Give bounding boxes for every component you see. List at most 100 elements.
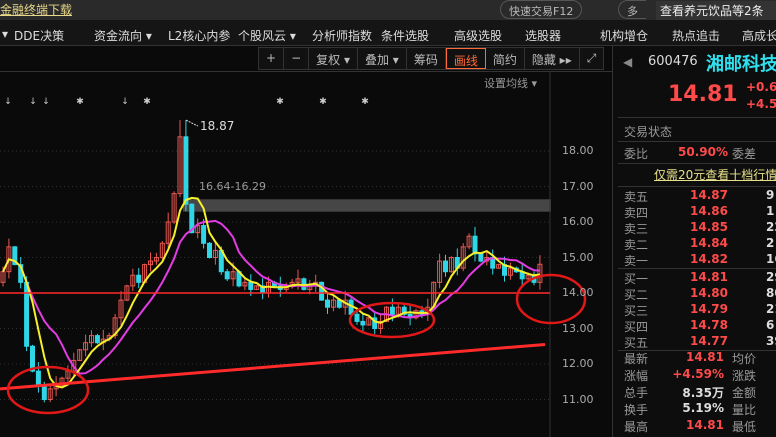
weicha-label: 委差: [732, 147, 757, 161]
expand-icon[interactable]: ⤢: [586, 51, 597, 65]
candle-up: [153, 257, 159, 262]
candle-up: [230, 271, 236, 280]
nav-item[interactable]: ▾: [2, 27, 9, 41]
y-tick-label: 15.00: [562, 250, 594, 264]
long-ma-line: [0, 342, 546, 391]
chips-button[interactable]: 筹码: [407, 48, 446, 69]
candle-up: [118, 299, 124, 319]
y-tick-label: 18.00: [562, 144, 594, 157]
candle-up: [130, 274, 136, 287]
stat-label: 涨幅: [624, 369, 649, 383]
candle-up: [77, 349, 83, 361]
candle-up: [148, 260, 153, 266]
candle-down: [201, 225, 207, 244]
candle-up: [254, 285, 260, 290]
sell-price: 14.85: [690, 220, 728, 234]
event-marker-icon: ✱: [76, 97, 84, 107]
divider: [618, 141, 776, 142]
sell-price: 14.82: [690, 252, 728, 266]
chart-toolbar: + − 复权 ▾ 叠加 ▾ 筹码 画线 简约 隐藏 ▸▸ ⤢: [258, 47, 605, 70]
buy-volume: 29: [766, 270, 776, 284]
candle-down: [35, 370, 41, 386]
buy-price: 14.80: [690, 286, 728, 300]
event-marker-icon: ✱: [361, 97, 369, 107]
stat-label: 最新: [624, 352, 649, 366]
sell-level-label: 卖一: [624, 254, 649, 268]
nav-item[interactable]: 分析师指数: [312, 29, 373, 43]
divider: [618, 163, 776, 164]
candle-up: [525, 274, 531, 280]
download-link[interactable]: 金融终端下载: [0, 3, 73, 17]
zoom-out-button[interactable]: −: [284, 48, 310, 69]
buy-level-label: 买四: [624, 320, 649, 334]
simple-button[interactable]: 简约: [486, 48, 525, 69]
candle-up: [89, 335, 94, 344]
ma10-line: [2, 219, 540, 375]
nav-item[interactable]: DDE决策: [14, 29, 65, 43]
candle-up: [330, 299, 336, 308]
buy-volume: 6: [766, 318, 775, 332]
nav-item[interactable]: 个股风云 ▾: [238, 29, 296, 43]
nav-item[interactable]: 资金流向 ▾: [94, 29, 152, 43]
nav-item[interactable]: 热点追击: [672, 29, 721, 43]
candle-up: [83, 342, 89, 351]
stat-label-2: 金额: [732, 386, 757, 400]
y-tick-label: 11.00: [562, 392, 594, 406]
price-zone-band: [183, 199, 551, 212]
candle-up: [47, 388, 53, 401]
sell-volume: 2: [766, 236, 775, 250]
nav-item[interactable]: 高级选股: [454, 29, 503, 43]
candle-up: [460, 246, 466, 269]
divider: [618, 186, 776, 187]
buy-level-label: 买三: [624, 304, 649, 318]
buy-volume: 80: [766, 286, 776, 300]
zoom-in-button[interactable]: +: [259, 48, 285, 69]
weibi-label: 委比: [624, 147, 649, 161]
y-tick-label: 14.00: [562, 286, 594, 299]
candle-up: [395, 306, 401, 315]
candlestick-chart[interactable]: ↓ ↓ ↓ ✱ ↓ ✱ ✱ ✱ ✱: [0, 0, 612, 437]
sell-price: 14.87: [690, 188, 728, 202]
candle-up: [437, 260, 443, 283]
hide-button[interactable]: 隐藏 ▸▸: [525, 48, 580, 69]
high-pointer: [185, 119, 199, 127]
top-bar: [0, 0, 776, 20]
quick-trade-button[interactable]: 快速交易F12: [500, 0, 583, 19]
candle-down: [360, 320, 366, 326]
candle-down: [319, 281, 325, 301]
y-tick-label: 16.00: [562, 215, 594, 228]
nav-bar: [0, 20, 776, 46]
sell-price: 14.84: [690, 236, 728, 250]
prev-stock-arrow[interactable]: ◀: [623, 55, 633, 69]
nav-item[interactable]: 高成长: [742, 29, 776, 43]
buy-price: 14.79: [690, 302, 728, 316]
candle-down: [389, 306, 395, 315]
multi-button[interactable]: 多: [618, 0, 646, 19]
fuquan-button[interactable]: 复权 ▾: [309, 48, 358, 69]
candle-down: [224, 271, 230, 280]
overlay-button[interactable]: 叠加 ▾: [358, 48, 407, 69]
sell-volume: 16: [766, 252, 776, 266]
annotation-circle: [6, 365, 90, 415]
divider: [618, 117, 776, 118]
stat-label-2: 涨跌: [732, 369, 757, 383]
draw-line-button[interactable]: 画线: [445, 48, 486, 69]
nav-item[interactable]: 选股器: [525, 29, 562, 43]
nav-item[interactable]: L2核心内参: [168, 29, 231, 43]
candle-down: [401, 306, 407, 315]
candle-down: [189, 203, 195, 234]
event-marker-icon: ↓: [42, 97, 50, 107]
stat-label-2: 量比: [732, 403, 757, 417]
sell-volume: 22: [766, 220, 776, 234]
nav-item[interactable]: 机构增仓: [600, 29, 649, 43]
level10-promo-link[interactable]: 仅需20元查看十档行情: [654, 168, 776, 182]
stat-label: 最高: [624, 420, 649, 434]
stat-label-2: 最低: [732, 420, 757, 434]
candle-down: [30, 345, 35, 372]
ma-settings-button[interactable]: 设置均线 ▾: [484, 77, 538, 90]
event-marker-icon: ↓: [121, 97, 129, 107]
stat-value: +4.59%: [672, 367, 724, 381]
news-ticker[interactable]: 查看养元饮品等2条: [656, 1, 776, 20]
candle-down: [472, 235, 478, 255]
nav-item[interactable]: 条件选股: [381, 29, 430, 43]
